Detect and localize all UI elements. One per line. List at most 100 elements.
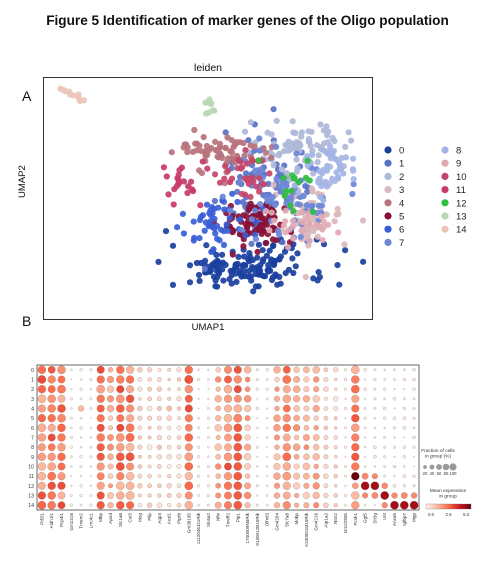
dotplot-gene-label: Aqp4 [157,513,162,524]
dotplot-dot [392,397,397,401]
dotplot-dot [96,423,105,432]
dotplot-dot [224,462,232,471]
umap-point [199,158,206,165]
dotplot-dot [167,396,172,401]
dotplot-dot [69,445,73,449]
dotplot-dot [224,433,232,442]
legend-marker-5 [384,212,392,220]
dotplot-dot [409,501,419,510]
dotplot-dot [303,405,310,412]
umap-point [268,131,275,138]
dotplot-dot [363,426,367,429]
dotplot-dot [176,483,182,488]
umap-point [245,206,252,214]
dotplot-dot [96,404,105,413]
dotplot-dot [383,387,387,391]
umap-point [269,194,276,201]
umap-point [309,188,316,195]
dotplot-row-label: 11 [29,474,34,480]
umap-point [320,166,327,174]
umap-point [290,223,297,230]
dotplot-gene-label: Lrrc4c1 [88,513,93,529]
dotplot-dot [256,445,259,449]
dotplot-dot [215,386,221,392]
umap-point [289,217,296,225]
dotplot-dot [390,501,399,510]
umap-point [335,229,342,236]
dotplot-dot [137,454,142,459]
dotplot-dot [176,367,182,373]
dotplot-dot [410,492,418,499]
dotplot-dot [274,434,280,441]
dotplot-dot [371,473,378,480]
dotplot-dot [147,415,153,421]
umap-point [263,208,270,215]
umap-point [273,143,280,150]
dotplot-dot [303,386,310,393]
dotplot-dot [244,502,251,509]
dotplot-row-label: 3 [31,397,34,403]
dotplot-dot [69,397,73,401]
dotplot-gene-label: Plp1 [235,513,240,523]
dotplot-dot [166,493,172,498]
dotplot-dot [197,445,201,449]
dotplot-dot [57,433,66,442]
umap-point [260,215,267,222]
umap-point [315,152,322,159]
dotplot-dot [89,397,93,401]
umap-point [324,221,332,228]
dotplot-dot [37,500,47,510]
dotplot-dot [176,396,182,402]
umap-point [255,266,262,273]
dotplot-dot [47,404,56,413]
dotplot-dot [333,445,338,450]
umap-point [216,179,224,186]
dotplot-dot [323,492,329,499]
dotplot-dot [383,426,386,429]
dotplot-dot [412,474,416,478]
dotplot-dot [402,445,406,449]
dotplot-dot [233,501,242,510]
umap-point [224,227,231,234]
umap-point [268,209,275,216]
dotplot-dot [89,494,93,497]
dotplot-dot [96,443,105,452]
dotplot-dot [351,423,360,432]
dotplot-dot [137,483,143,489]
dotplot-dot [57,414,66,423]
umap-point [235,253,242,260]
dotplot-dot [223,423,233,432]
dotplot-dot [197,407,200,410]
color-legend-tick: 2.5 [445,512,452,517]
dotplot-dot [166,483,172,489]
dotplot-dot [108,425,113,431]
dotplot-dot [244,463,251,470]
dotplot-dot [313,425,319,431]
dotplot-dot [89,465,92,468]
dotplot-dot [177,416,181,421]
dotplot-dot [137,503,142,508]
dotplot-dot [184,452,194,462]
umap-point [325,128,332,135]
dotplot-dot [303,482,310,489]
dotplot-dot [207,446,210,449]
dotplot-dot [373,445,377,449]
dotplot-dot [266,465,269,468]
umap-point [180,178,187,185]
dotplot-row-label: 4 [31,407,34,413]
dotplot-dot [70,368,73,371]
dotplot-gene-label: Mobp [294,513,299,525]
dotplot-dot [373,368,377,372]
dotplot-dot [402,416,406,420]
dotplot-dot [362,492,369,499]
umap-point [236,139,243,146]
dotplot-dot [167,367,172,372]
dotplot-dot [126,501,135,510]
dotplot-dot [224,404,232,413]
legend-marker-11 [441,186,449,194]
dotplot-dot [37,414,46,423]
dotplot-dot [37,462,47,471]
size-legend-tick: 100 [450,471,458,476]
umap-point [297,233,304,240]
umap-point [203,242,210,249]
